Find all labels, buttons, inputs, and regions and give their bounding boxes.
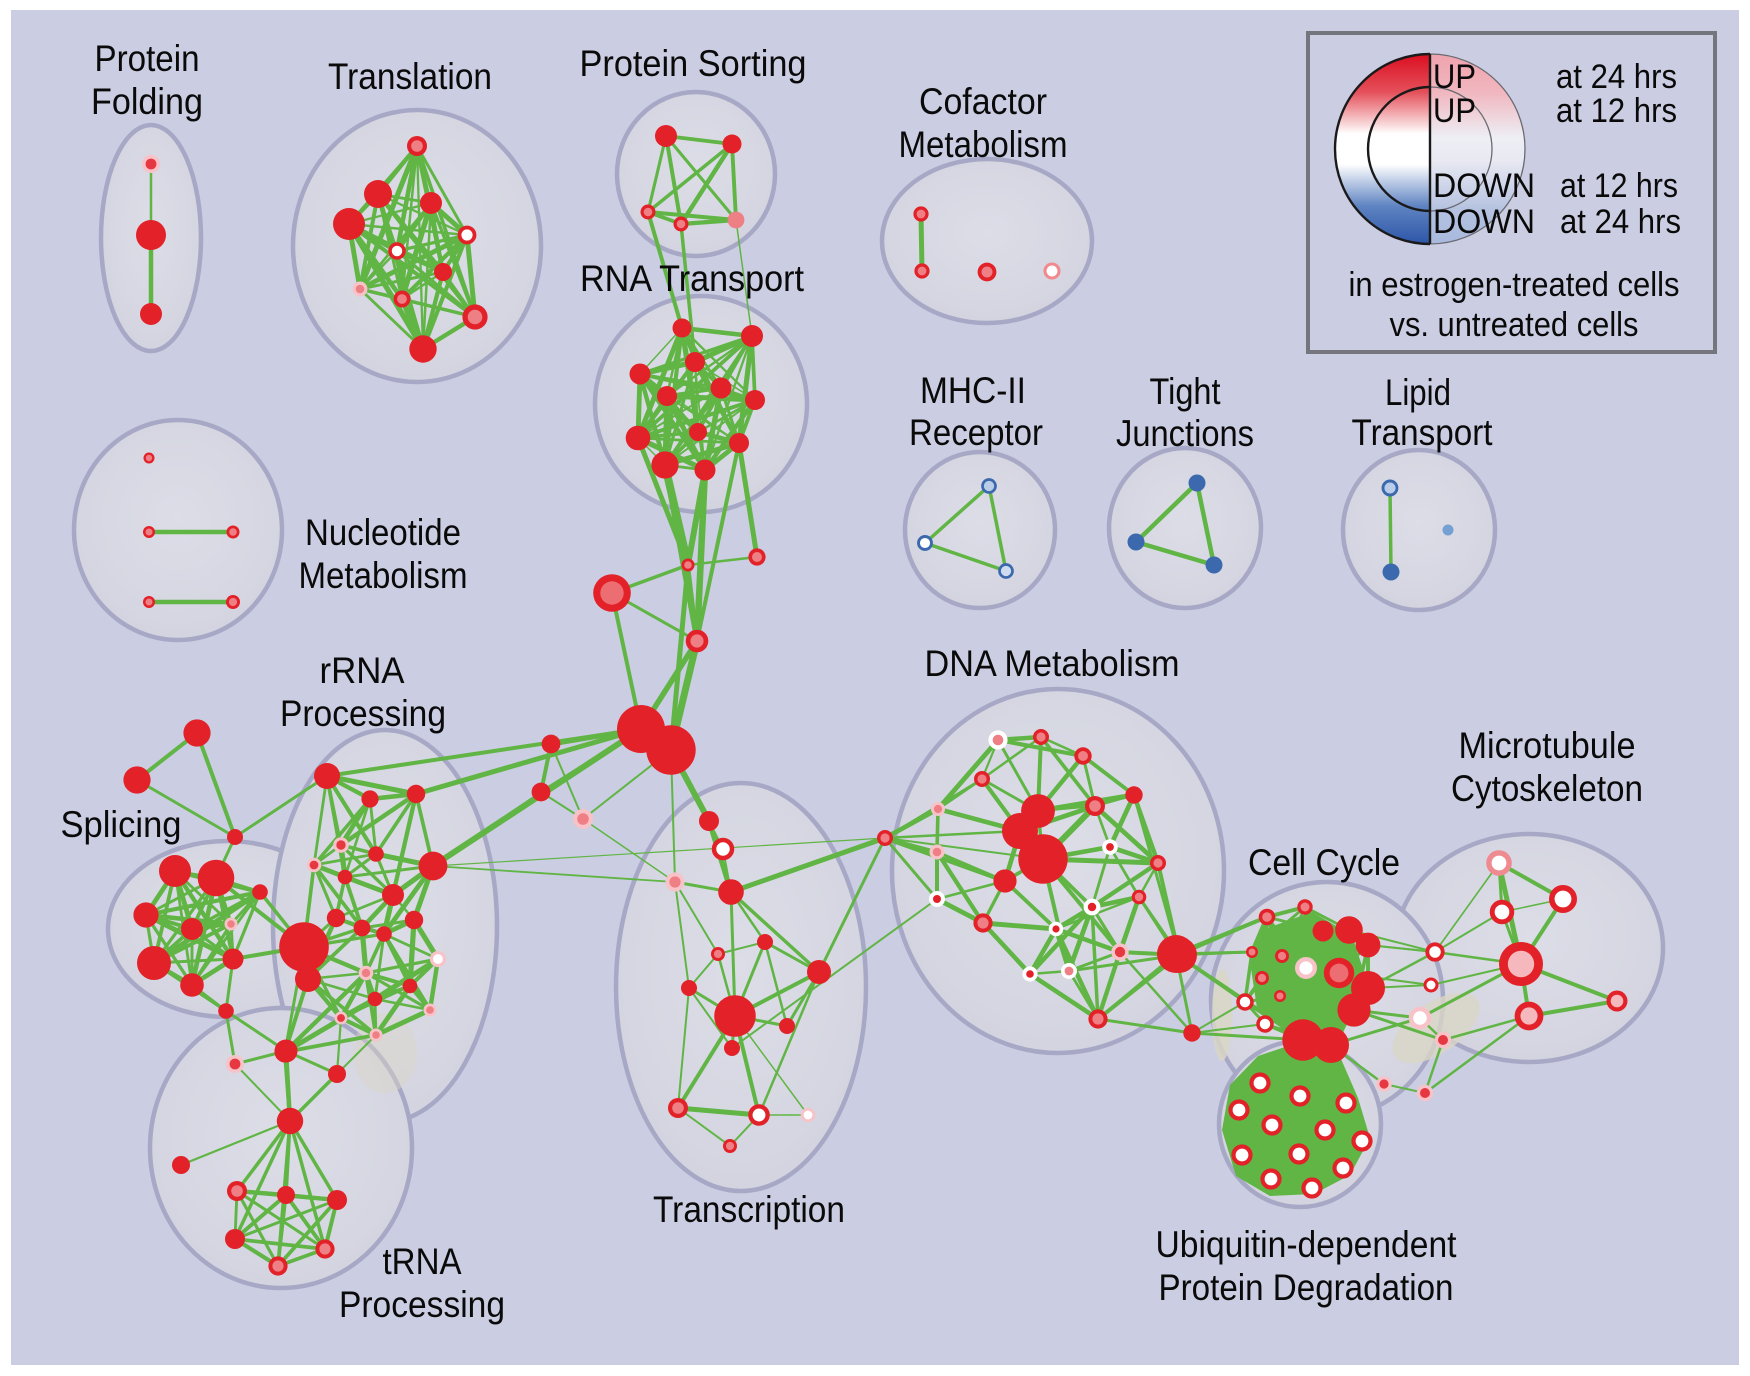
svg-text:Tight: Tight: [1150, 371, 1222, 412]
svg-text:Junctions: Junctions: [1116, 413, 1254, 454]
svg-text:UP: UP: [1433, 58, 1476, 96]
svg-text:Translation: Translation: [328, 56, 492, 97]
svg-text:Transcription: Transcription: [653, 1189, 845, 1230]
svg-text:in estrogen-treated cells: in estrogen-treated cells: [1349, 266, 1680, 304]
svg-text:tRNA: tRNA: [383, 1241, 462, 1282]
svg-text:at 24 hrs: at 24 hrs: [1556, 58, 1677, 96]
svg-text:Ubiquitin-dependent: Ubiquitin-dependent: [1156, 1224, 1458, 1265]
svg-text:Cell Cycle: Cell Cycle: [1248, 842, 1400, 883]
svg-text:Protein Sorting: Protein Sorting: [580, 43, 807, 84]
svg-text:DOWN: DOWN: [1433, 203, 1535, 241]
svg-text:Microtubule: Microtubule: [1459, 725, 1636, 766]
svg-text:Cytoskeleton: Cytoskeleton: [1451, 768, 1643, 809]
svg-text:Metabolism: Metabolism: [299, 555, 468, 596]
svg-text:vs. untreated cells: vs. untreated cells: [1390, 306, 1639, 344]
svg-text:Receptor: Receptor: [909, 412, 1043, 453]
svg-text:Lipid: Lipid: [1385, 372, 1451, 413]
svg-text:DNA Metabolism: DNA Metabolism: [925, 643, 1180, 684]
svg-text:at 12 hrs: at 12 hrs: [1556, 92, 1677, 130]
svg-text:RNA Transport: RNA Transport: [580, 258, 805, 299]
svg-text:at 12 hrs: at 12 hrs: [1560, 167, 1678, 205]
svg-text:Protein: Protein: [95, 38, 200, 79]
svg-text:Cofactor: Cofactor: [919, 81, 1047, 122]
svg-text:Transport: Transport: [1352, 412, 1494, 453]
svg-text:Protein Degradation: Protein Degradation: [1159, 1267, 1454, 1308]
svg-text:Folding: Folding: [91, 81, 203, 122]
svg-text:rRNA: rRNA: [320, 650, 405, 691]
svg-text:Processing: Processing: [339, 1284, 505, 1325]
svg-text:Processing: Processing: [280, 693, 446, 734]
svg-text:Metabolism: Metabolism: [899, 124, 1068, 165]
svg-text:MHC-II: MHC-II: [920, 370, 1026, 411]
svg-text:DOWN: DOWN: [1433, 167, 1535, 205]
svg-text:Nucleotide: Nucleotide: [305, 512, 461, 553]
svg-text:UP: UP: [1433, 92, 1476, 130]
svg-text:at 24 hrs: at 24 hrs: [1560, 203, 1681, 241]
svg-text:Splicing: Splicing: [61, 804, 182, 845]
